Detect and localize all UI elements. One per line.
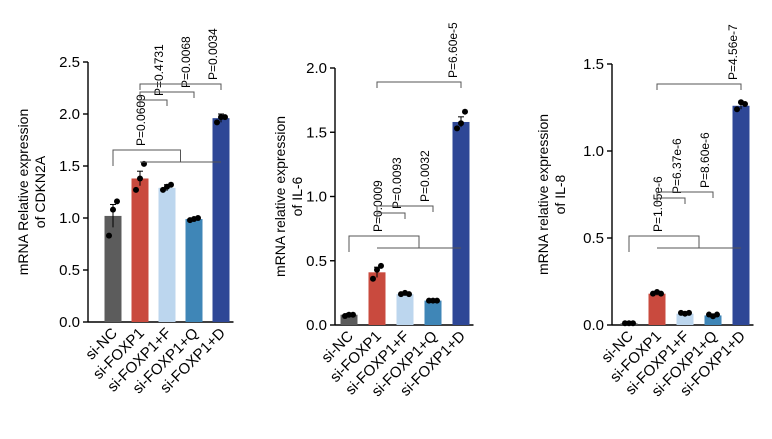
bar — [158, 187, 176, 322]
y-axis-label: mRNA relative expression — [535, 114, 551, 275]
p-value-label: P=0.0032 — [418, 150, 432, 202]
significance-bracket — [112, 149, 181, 166]
bar — [424, 300, 442, 325]
significance-bracket — [139, 99, 168, 106]
p-value-label: P=6.37e-6 — [670, 138, 684, 194]
bar — [131, 178, 149, 322]
panel-il8: 0.0 0.5 1.0 1.5 mRNA relative expression of I… — [512, 0, 772, 439]
y-tick-label: 0.0 — [59, 314, 80, 331]
bar — [648, 293, 666, 325]
bar — [732, 105, 750, 325]
y-tick-label: 1.0 — [59, 210, 80, 227]
data-point — [406, 291, 412, 298]
y-tick-label: 0.0 — [583, 317, 604, 334]
significance-bracket — [139, 91, 195, 98]
p-value-label: P=0.0034 — [206, 28, 220, 80]
bar — [452, 121, 470, 325]
y-tick-label: 0.0 — [306, 317, 327, 334]
significance-bracket — [376, 81, 462, 88]
significance-bracket — [656, 191, 714, 198]
y-tick-label: 1.5 — [583, 56, 604, 73]
p-value-label: P=0.0068 — [179, 36, 193, 88]
significance-bracket — [656, 83, 742, 90]
significance-bracket — [376, 205, 434, 212]
bar — [704, 315, 722, 325]
y-tick-label: 1.5 — [59, 158, 80, 175]
y-tick-label: 1.5 — [306, 124, 327, 141]
data-point — [137, 175, 143, 182]
data-point — [434, 297, 440, 304]
y-tick-label: 0.5 — [583, 230, 604, 247]
y-axis-label: mRNA relative expression — [272, 116, 288, 277]
data-point — [714, 311, 720, 318]
data-point — [630, 320, 636, 327]
data-point — [686, 309, 692, 316]
significance-bracket — [376, 212, 406, 219]
y-axis-label: of IL-8 — [552, 174, 568, 214]
p-value-label: P=1.05e-6 — [651, 176, 665, 232]
data-point — [462, 108, 468, 115]
y-tick-label: 2.0 — [306, 60, 327, 77]
y-tick-label: 2.5 — [59, 54, 80, 71]
significance-bracket — [628, 235, 700, 252]
significance-bracket — [348, 235, 420, 252]
data-point — [222, 114, 228, 121]
y-tick-label: 1.0 — [306, 189, 327, 206]
p-value-label: P=6.60e-5 — [446, 22, 460, 78]
data-point — [133, 186, 139, 193]
p-value-label: P=0.0093 — [390, 157, 404, 209]
data-point — [742, 101, 748, 108]
bar — [676, 313, 694, 325]
data-point — [658, 290, 664, 297]
panel-il6: 0.0 0.5 1.0 1.5 2.0 mRNA relative expression o… — [255, 0, 512, 439]
data-point — [370, 275, 376, 282]
p-value-label: P=8.60e-6 — [698, 132, 712, 188]
bar — [396, 294, 414, 325]
data-point — [374, 266, 380, 273]
significance-bracket — [656, 197, 686, 204]
chart-il8: 0.0 0.5 1.0 1.5 mRNA relative expression of I… — [535, 24, 754, 400]
bar — [185, 219, 203, 322]
chart-il6: 0.0 0.5 1.0 1.5 2.0 mRNA relative expression o… — [272, 22, 474, 400]
data-point — [110, 206, 116, 213]
data-point — [214, 119, 220, 126]
data-point — [195, 215, 201, 221]
bar — [368, 272, 386, 325]
data-point — [168, 181, 174, 188]
data-point — [378, 262, 384, 269]
y-tick-label: 1.0 — [583, 143, 604, 160]
data-point — [106, 232, 112, 239]
bar — [212, 118, 230, 322]
p-value-label: P=4.56e-7 — [726, 24, 740, 80]
y-tick-label: 2.0 — [59, 106, 80, 123]
data-point — [454, 125, 460, 132]
panel-cdkn2a: 0.0 0.5 1.0 1.5 2.0 2.5 mRNA Relative expressi… — [0, 0, 255, 439]
bar — [340, 314, 358, 325]
y-axis-label: of CDKN2A — [32, 155, 48, 228]
chart-cdkn2a: 0.0 0.5 1.0 1.5 2.0 2.5 mRNA Relative expressi… — [15, 28, 234, 397]
p-value-label: P=0.0609 — [134, 94, 148, 146]
y-tick-label: 0.5 — [59, 262, 80, 279]
y-axis-label: mRNA Relative expression — [15, 109, 31, 276]
significance-bracket — [139, 83, 222, 90]
bar — [104, 215, 122, 322]
data-point — [734, 106, 740, 113]
data-point — [350, 311, 356, 318]
p-value-label: P=0.4731 — [152, 44, 166, 96]
y-axis-label: of IL-6 — [289, 176, 305, 216]
y-tick-label: 0.5 — [306, 253, 327, 270]
data-point — [458, 120, 464, 127]
data-point — [114, 198, 120, 205]
